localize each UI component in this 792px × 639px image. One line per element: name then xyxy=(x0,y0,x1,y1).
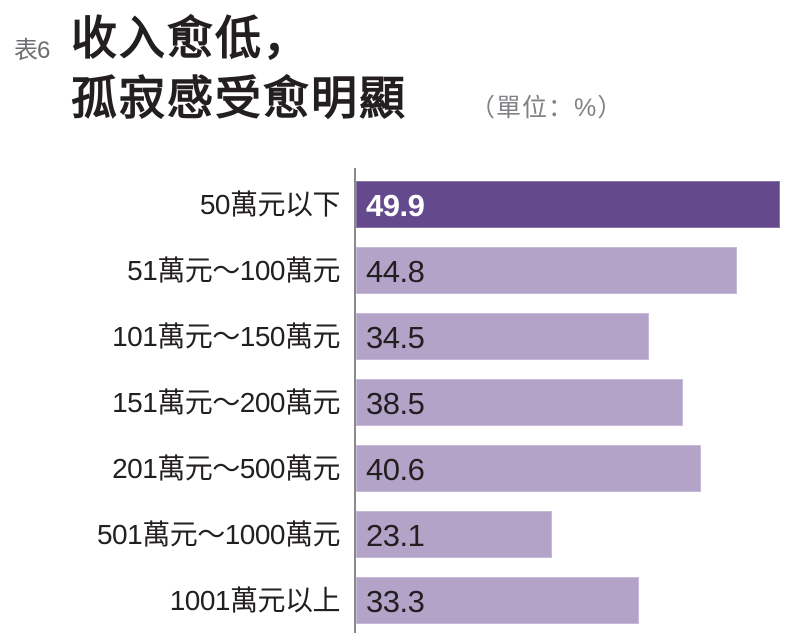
category-label: 201萬元～500萬元 xyxy=(112,453,340,484)
category-label: 501萬元～1000萬元 xyxy=(96,519,341,550)
unit-label: （單位：%） xyxy=(470,94,624,122)
category-axis-line xyxy=(354,168,356,633)
bar-value-label: 34.5 xyxy=(366,320,425,355)
bar-value-label: 40.6 xyxy=(366,452,425,487)
chart-header: 表6 收入愈低， 孤寂感受愈明顯 （單位：%） xyxy=(0,0,792,140)
bar: 38.5 xyxy=(356,379,683,426)
bar-row: 501萬元～1000萬元 23.1 xyxy=(0,511,792,558)
bar-row: 51萬元～100萬元 44.8 xyxy=(0,247,792,294)
bar-row: 101萬元～150萬元 34.5 xyxy=(0,313,792,360)
bar: 33.3 xyxy=(356,577,639,624)
bar-value-label: 44.8 xyxy=(366,254,425,289)
category-label: 51萬元～100萬元 xyxy=(127,255,340,286)
bar-value-label: 23.1 xyxy=(366,518,425,553)
category-label: 50萬元以下 xyxy=(199,189,341,220)
bar-row: 151萬元～200萬元 38.5 xyxy=(0,379,792,426)
category-label: 101萬元～150萬元 xyxy=(112,321,340,352)
chart-title-line1: 收入愈低， xyxy=(71,12,311,64)
bar-row: 1001萬元以上 33.3 xyxy=(0,577,792,624)
category-label: 151萬元～200萬元 xyxy=(112,387,340,418)
bar-value-label: 38.5 xyxy=(366,386,425,421)
bar: 23.1 xyxy=(356,511,552,558)
chart-title-line2: 孤寂感受愈明顯 xyxy=(71,72,407,124)
bar: 40.6 xyxy=(356,445,701,492)
bar-value-label: 49.9 xyxy=(366,188,425,223)
category-label: 1001萬元以上 xyxy=(169,585,341,616)
bar: 49.9 xyxy=(356,181,780,228)
bar: 44.8 xyxy=(356,247,737,294)
bar-row: 201萬元～500萬元 40.6 xyxy=(0,445,792,492)
bar-row: 50萬元以下 49.9 xyxy=(0,181,792,228)
table-number-label: 表6 xyxy=(14,37,50,64)
bar-value-label: 33.3 xyxy=(366,584,425,619)
bar: 34.5 xyxy=(356,313,649,360)
